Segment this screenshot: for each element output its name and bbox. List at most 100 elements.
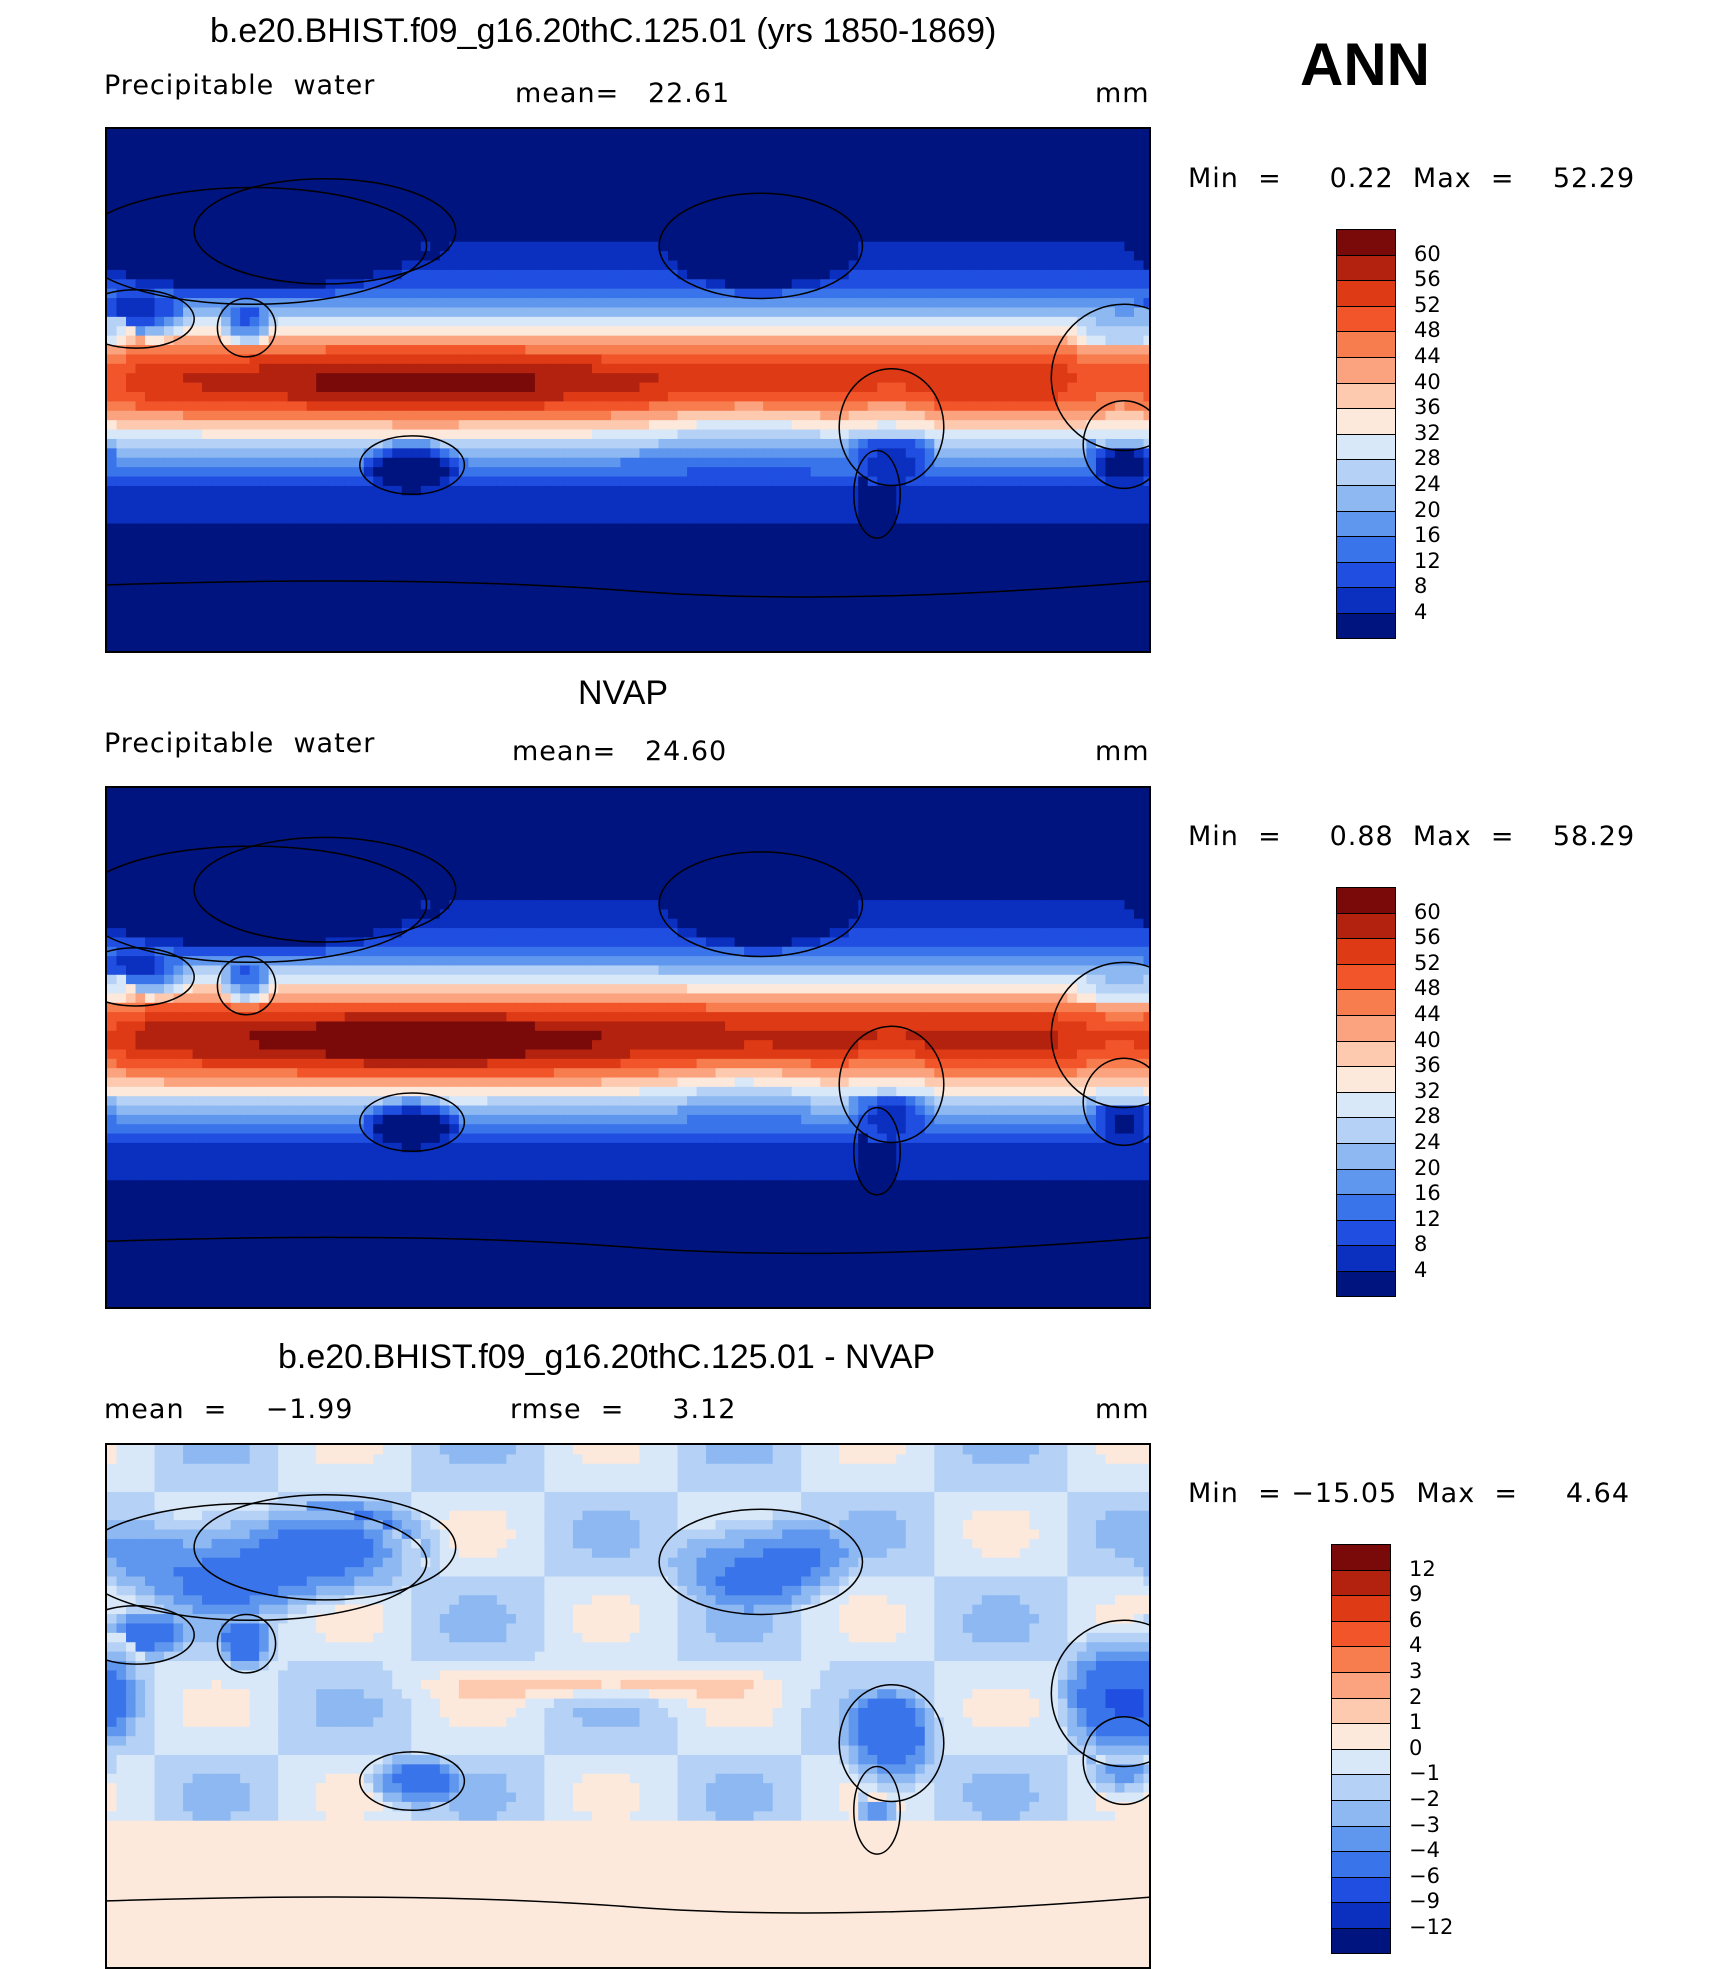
field-cell <box>725 335 736 346</box>
field-cell <box>116 326 127 337</box>
field-cell <box>107 410 118 421</box>
field-cell <box>126 222 137 233</box>
field-cell <box>734 166 745 177</box>
field-cell <box>411 129 422 139</box>
field-cell <box>1029 438 1040 449</box>
field-cell <box>1086 354 1097 365</box>
field-cell <box>306 335 317 346</box>
field-cell <box>335 204 346 215</box>
field-cell <box>829 185 840 196</box>
field-cell <box>744 514 755 525</box>
field-cell <box>553 532 565 543</box>
field-cell <box>820 438 831 449</box>
field-cell <box>297 260 308 271</box>
field-cell <box>335 373 346 384</box>
field-cell <box>620 307 631 318</box>
field-cell <box>544 495 555 506</box>
field-cell <box>791 382 802 393</box>
field-cell <box>1095 175 1107 186</box>
field-cell <box>439 363 450 374</box>
field-cell <box>791 157 802 168</box>
field-cell <box>915 138 926 149</box>
field-cell <box>896 392 907 402</box>
field-cell <box>287 241 298 252</box>
field-cell <box>1114 532 1126 543</box>
field-cell <box>734 213 745 224</box>
field-cell <box>991 514 1002 525</box>
field-cell <box>582 363 593 374</box>
field-cell <box>496 476 507 487</box>
field-cell <box>896 260 907 271</box>
field-cell <box>601 373 612 384</box>
field-cell <box>591 269 603 280</box>
field-cell <box>344 551 355 562</box>
field-cell <box>734 523 745 534</box>
field-cell <box>677 373 688 384</box>
field-cell <box>658 213 669 224</box>
field-cell <box>468 476 479 487</box>
field-cell <box>506 288 517 299</box>
field-cell <box>943 392 954 402</box>
field-cell <box>763 504 774 515</box>
field-cell <box>458 307 469 318</box>
field-cell <box>1029 542 1040 553</box>
field-cell <box>725 260 736 271</box>
field-cell <box>211 485 222 496</box>
field-cell <box>1029 467 1040 478</box>
field-cell <box>192 532 203 543</box>
field-cell <box>249 420 260 431</box>
field-cell <box>905 485 916 496</box>
field-cell <box>563 175 574 186</box>
field-cell <box>449 307 460 318</box>
field-cell <box>801 251 812 262</box>
field-cell <box>829 222 840 233</box>
field-cell <box>601 429 612 440</box>
field-cell <box>820 485 831 496</box>
field-cell <box>791 438 802 449</box>
field-cell <box>829 298 840 309</box>
field-cell <box>725 476 736 487</box>
field-cell <box>278 269 289 280</box>
field-cell <box>116 542 127 553</box>
field-cell <box>126 532 137 543</box>
field-cell <box>1000 185 1011 196</box>
field-cell <box>468 542 479 553</box>
field-cell <box>687 316 698 327</box>
field-cell <box>468 147 479 158</box>
field-cell <box>354 523 365 534</box>
field-cell <box>382 542 393 553</box>
field-cell <box>791 213 802 224</box>
field-cell <box>107 438 118 449</box>
field-cell <box>953 429 964 440</box>
field-cell <box>877 222 888 233</box>
field-cell <box>126 260 137 271</box>
field-cell <box>1076 457 1088 468</box>
field-cell <box>173 157 184 168</box>
field-cell <box>953 138 964 149</box>
field-cell <box>696 185 707 196</box>
field-cell <box>677 354 688 365</box>
field-cell <box>991 542 1002 553</box>
field-cell <box>287 523 298 534</box>
field-cell <box>240 335 251 346</box>
field-cell <box>401 438 412 449</box>
field-cell <box>706 363 717 374</box>
field-cell <box>839 429 850 440</box>
field-cell <box>449 213 460 224</box>
field-cell <box>839 288 850 299</box>
field-cell <box>1095 194 1107 205</box>
field-cell <box>468 316 479 327</box>
field-cell <box>1010 467 1021 478</box>
field-cell <box>249 382 260 393</box>
field-cell <box>525 316 536 327</box>
field-cell <box>820 373 831 384</box>
field-cell <box>1010 420 1021 431</box>
field-cell <box>877 307 888 318</box>
field-cell <box>1086 382 1097 393</box>
field-cell <box>1067 260 1078 271</box>
field-cell <box>325 204 336 215</box>
field-cell <box>934 485 945 496</box>
field-cell <box>221 147 232 158</box>
field-cell <box>287 504 298 515</box>
field-cell <box>382 382 393 393</box>
